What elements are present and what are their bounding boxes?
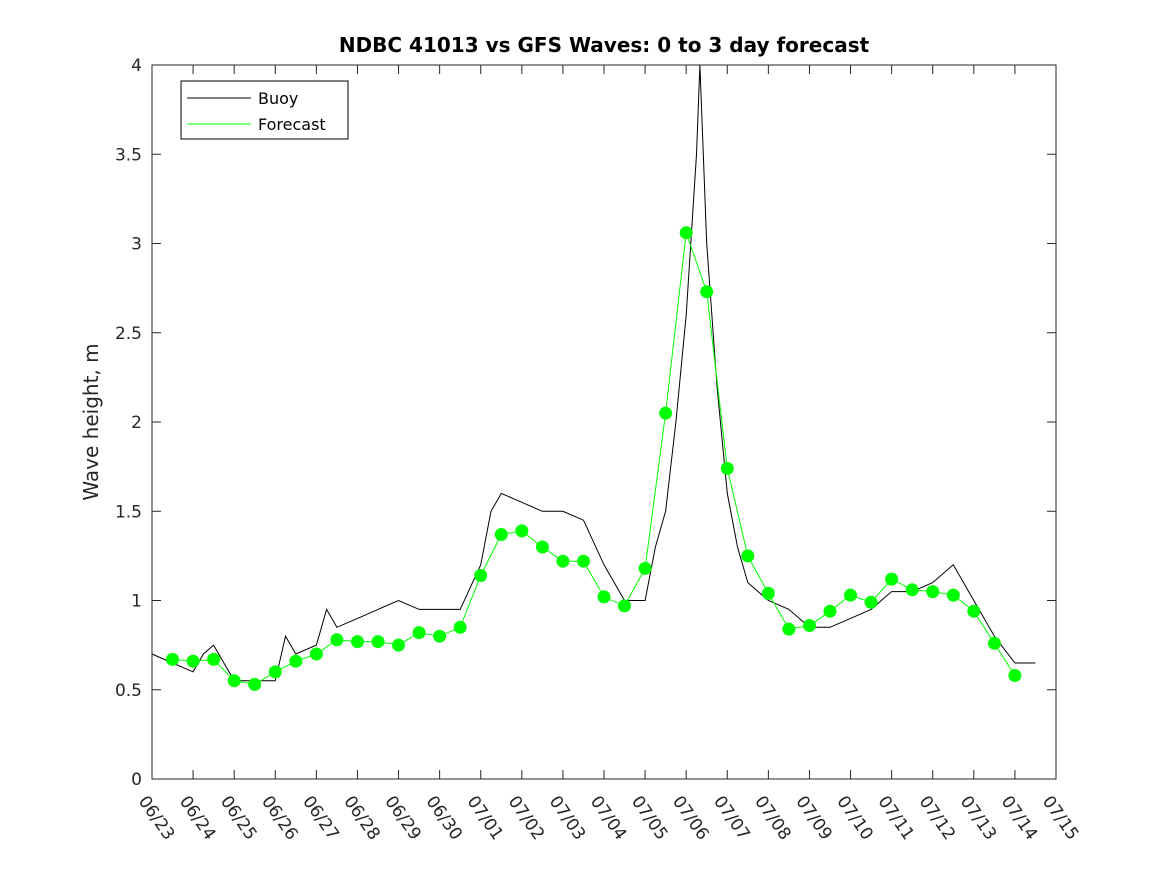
forecast-point — [905, 583, 919, 597]
forecast-point — [268, 665, 282, 679]
y-tick-label: 2 — [131, 413, 142, 433]
forecast-point — [351, 635, 364, 649]
forecast-point — [741, 549, 755, 563]
y-axis-label: Wave height, m — [79, 343, 103, 500]
forecast-point — [823, 604, 837, 618]
legend: Buoy Forecast — [180, 80, 349, 140]
forecast-point — [453, 620, 467, 634]
forecast-point — [474, 569, 488, 582]
y-tick-label: 1.5 — [115, 502, 142, 522]
forecast-point — [494, 528, 508, 541]
forecast-point — [515, 524, 529, 538]
y-tick-label: 1 — [131, 592, 142, 612]
y-tick-label: 3.5 — [115, 145, 142, 165]
forecast-markers — [166, 226, 1022, 691]
forecast-point — [946, 588, 960, 602]
forecast-point — [926, 585, 940, 599]
forecast-point — [248, 677, 262, 691]
legend-buoy-label: Buoy — [258, 89, 298, 108]
forecast-point — [885, 572, 899, 586]
forecast-point — [412, 626, 426, 640]
forecast-point — [638, 561, 652, 575]
forecast-point — [967, 604, 981, 618]
chart-title: NDBC 41013 vs GFS Waves: 0 to 3 day fore… — [339, 33, 870, 57]
forecast-point — [803, 619, 816, 632]
legend-box — [180, 80, 349, 140]
forecast-point — [166, 652, 179, 666]
y-tick-label: 3 — [131, 235, 142, 255]
forecast-point — [679, 226, 693, 240]
y-tick-label: 4 — [131, 56, 142, 76]
forecast-point — [556, 554, 570, 568]
forecast-point — [371, 635, 385, 649]
forecast-point — [618, 599, 631, 613]
forecast-point — [987, 636, 1001, 650]
forecast-point — [207, 652, 221, 666]
y-tick-label: 2.5 — [115, 324, 142, 344]
forecast-point — [782, 622, 796, 636]
forecast-point — [535, 540, 549, 554]
axes — [151, 64, 1057, 780]
forecast-point — [309, 647, 323, 661]
plot-area — [152, 65, 1056, 779]
forecast-point — [700, 285, 714, 299]
y-tick-label: 0 — [131, 770, 142, 790]
forecast-point — [864, 595, 878, 609]
forecast-point — [330, 633, 344, 647]
forecast-point — [392, 638, 405, 652]
forecast-point — [844, 588, 857, 602]
forecast-point — [186, 654, 200, 668]
forecast-point — [227, 674, 241, 688]
buoy-series-line — [151, 64, 1036, 682]
forecast-point — [761, 586, 775, 600]
forecast-point — [1008, 669, 1022, 682]
legend-forecast-label: Forecast — [258, 115, 326, 134]
forecast-point — [659, 406, 673, 420]
forecast-point — [597, 590, 611, 604]
forecast-point — [720, 461, 734, 475]
forecast-point — [433, 629, 447, 643]
forecast-point — [289, 654, 303, 668]
y-tick-label: 0.5 — [115, 681, 142, 701]
y-tick-labels: 0 0.5 1 1.5 2 2.5 3 3.5 4 — [115, 56, 142, 790]
forecast-point — [577, 554, 590, 568]
